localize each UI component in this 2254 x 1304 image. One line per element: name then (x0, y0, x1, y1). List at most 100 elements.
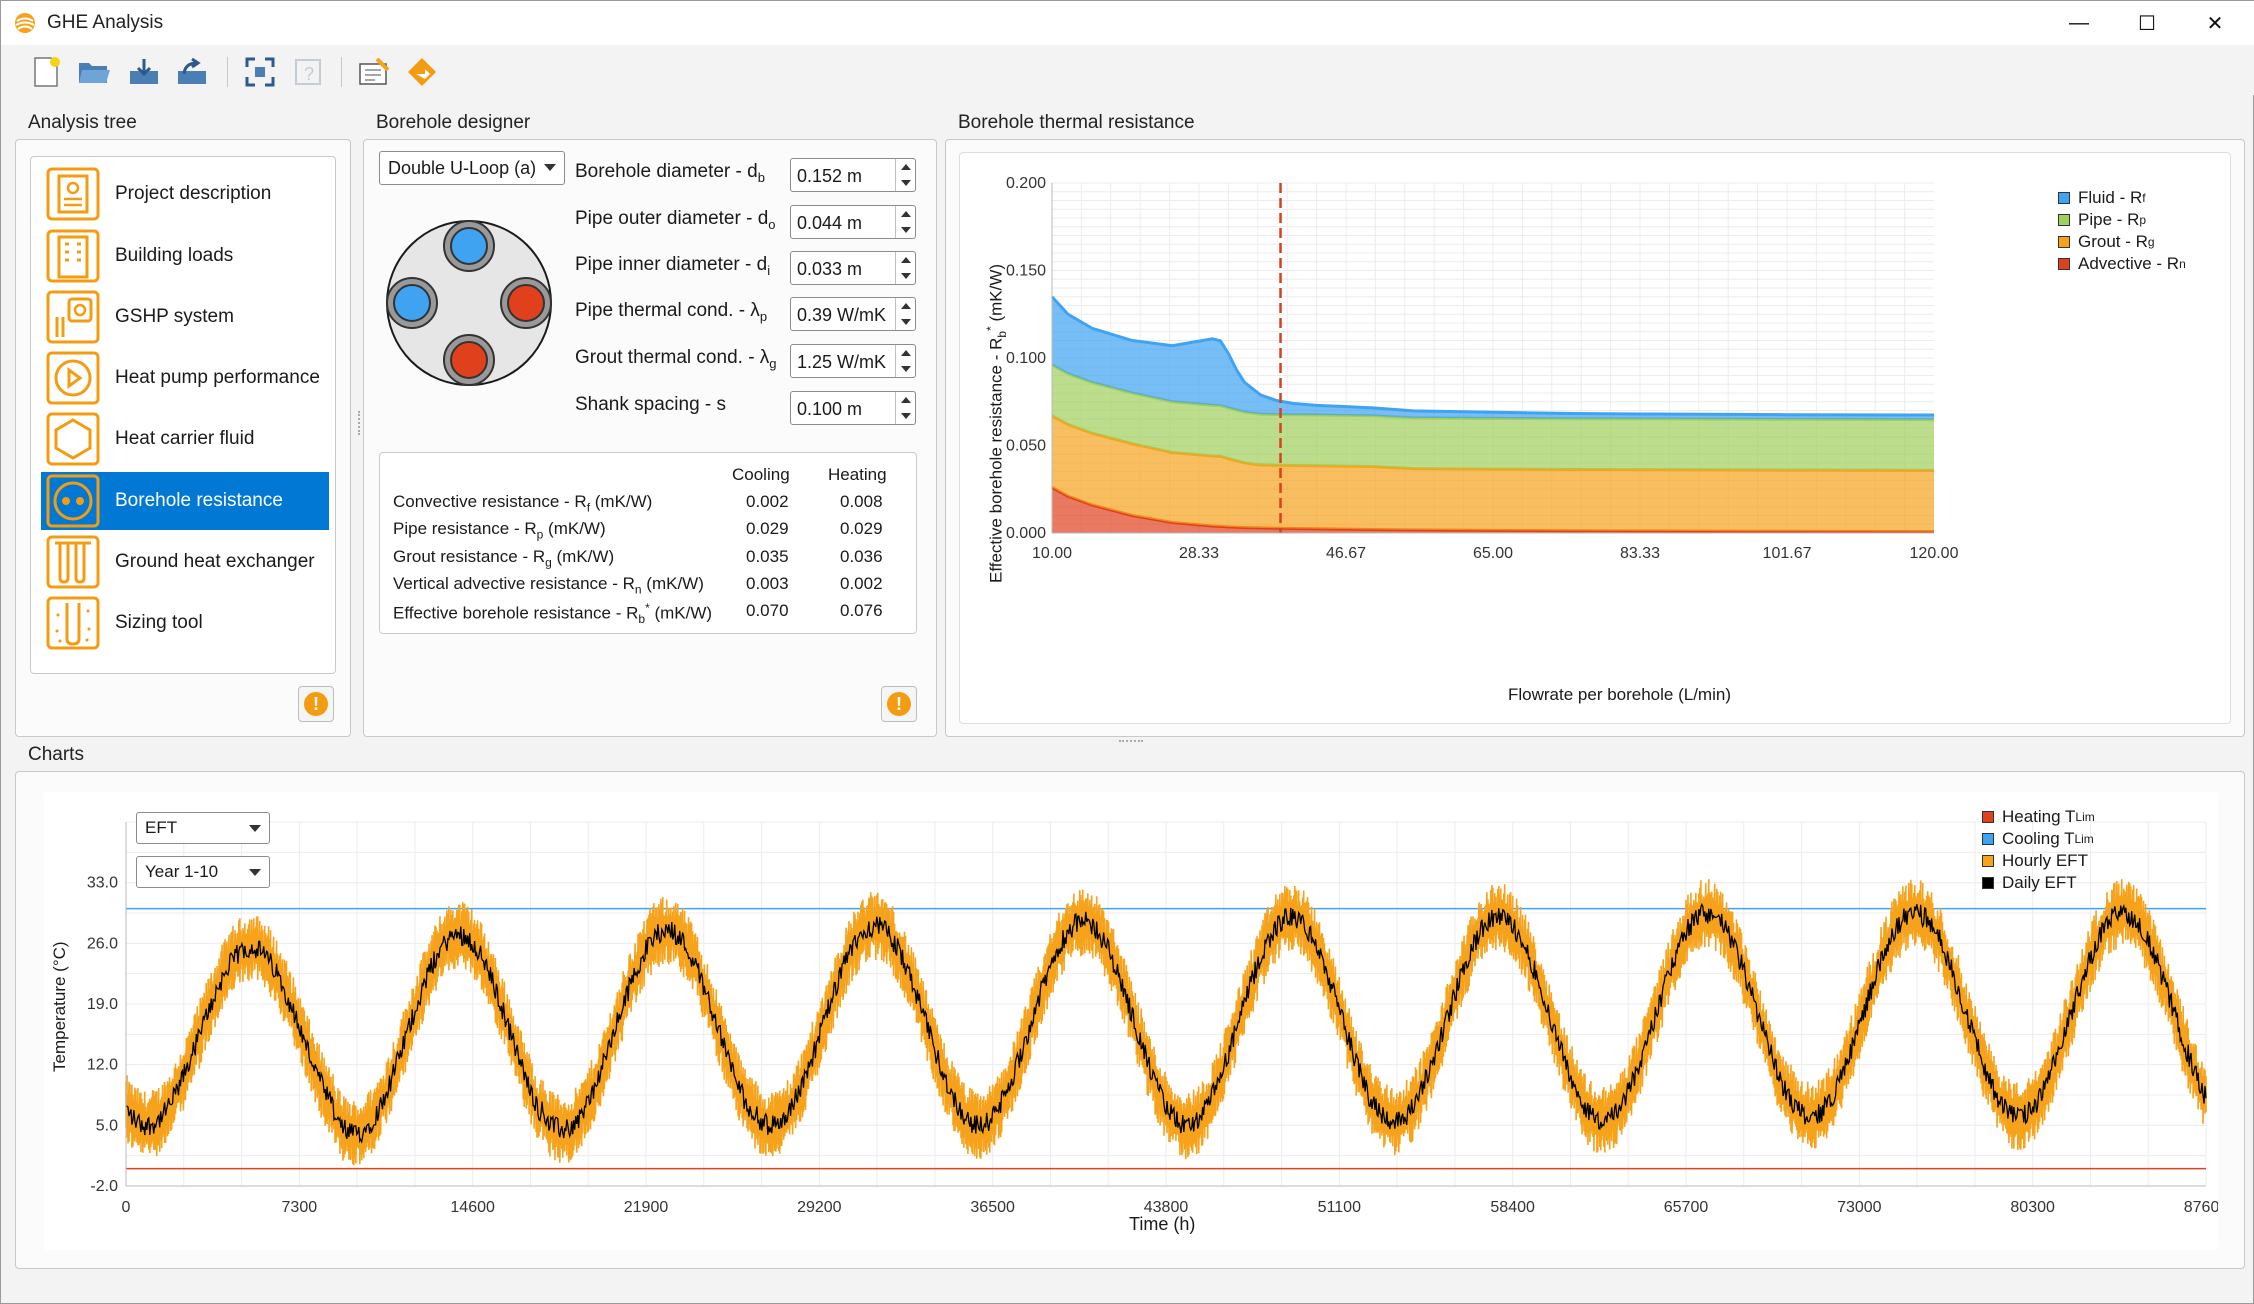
save-button[interactable] (125, 53, 163, 91)
resistance-area-chart: 10.00 28.33 46.67 65.00 83.33 101.67 120.00 0.0… (1006, 175, 1959, 562)
new-file-icon (34, 57, 60, 87)
tree-item-building-loads[interactable]: Building loads (41, 227, 329, 285)
x-tick-label: 29200 (797, 1199, 842, 1216)
horizontal-splitter[interactable] (1119, 740, 1143, 743)
tree-item-project-description[interactable]: Project description (41, 165, 329, 223)
ground-pipes-icon (46, 535, 100, 589)
borehole-config-select[interactable]: Double U-Loop (a) (379, 151, 565, 185)
gshp-system-icon (46, 290, 100, 344)
legend-swatch (1982, 833, 1994, 845)
x-tick-label: 10.00 (1032, 545, 1072, 562)
tree-item-label: Ground heat exchanger (115, 551, 315, 572)
pipe-outer-diameter-input[interactable]: 0.044 m (790, 205, 916, 239)
tree-item-label: GSHP system (115, 306, 234, 327)
x-tick-label: 21900 (624, 1199, 669, 1216)
field-label-pipe-thermal-cond: Pipe thermal cond. - λp (575, 300, 768, 324)
x-tick-label: 28.33 (1179, 545, 1219, 562)
chevron-down-icon (544, 164, 556, 171)
play-icon (46, 351, 100, 405)
pipe-thermal-cond-input[interactable]: 0.39 W/mK (790, 297, 916, 331)
run-icon (408, 58, 436, 86)
resistance-results-table: Cooling Heating Convective resistance - … (379, 452, 917, 634)
open-button[interactable] (75, 53, 113, 91)
resistance-chart-ylabel: Effective borehole resistance - Rb* (mK/… (984, 263, 1010, 583)
fullscreen-button[interactable] (241, 53, 279, 91)
pipe-inner-diameter-input[interactable]: 0.033 m (790, 251, 916, 285)
spin-down-button[interactable] (895, 175, 915, 191)
grout-thermal-cond-input[interactable]: 1.25 W/mK (790, 344, 916, 378)
result-heating-value: 0.002 (840, 574, 883, 593)
spin-up-button[interactable] (895, 252, 915, 268)
spin-up-button[interactable] (895, 392, 915, 408)
field-label-grout-thermal-cond: Grout thermal cond. - λg (575, 347, 777, 371)
sizing-icon (46, 596, 100, 650)
designer-warning-button[interactable]: ! (881, 686, 917, 722)
eft-chart-ylabel: Temperature (°C) (50, 941, 69, 1072)
tree-item-label: Sizing tool (115, 612, 203, 633)
save-as-button[interactable] (173, 53, 211, 91)
tree-item-heat-carrier-fluid[interactable]: Heat carrier fluid (41, 410, 329, 468)
y-tick-label: -2.0 (90, 1178, 118, 1195)
spin-up-button[interactable] (895, 159, 915, 175)
analysis-tree-panel: Project description Building loads GSHP … (15, 139, 351, 737)
clipboard-icon (46, 167, 100, 221)
help-button[interactable]: ? (289, 53, 327, 91)
chart-period-select[interactable]: Year 1-10 (136, 856, 270, 888)
tree-item-gshp-system[interactable]: GSHP system (41, 288, 329, 346)
shank-spacing-input[interactable]: 0.100 m (790, 391, 916, 425)
maximize-button[interactable]: ☐ (2113, 1, 2181, 45)
tree-warning-button[interactable]: ! (298, 686, 334, 722)
run-button[interactable] (403, 53, 441, 91)
spin-down-button[interactable] (895, 222, 915, 238)
analysis-tree-label: Analysis tree (28, 112, 137, 133)
tree-item-heat-pump-performance[interactable]: Heat pump performance (41, 349, 329, 407)
y-tick-label: 5.0 (96, 1117, 118, 1134)
vertical-splitter[interactable] (358, 411, 362, 435)
spin-down-button[interactable] (895, 268, 915, 284)
eft-chart-xlabel: Time (h) (1129, 1214, 1196, 1234)
tree-item-ground-heat-exchanger[interactable]: Ground heat exchanger (41, 533, 329, 591)
y-tick-label: 33.0 (87, 875, 118, 892)
spin-down-button[interactable] (895, 314, 915, 330)
field-label-borehole-diameter: Borehole diameter - db (575, 161, 765, 185)
field-label-pipe-outer-diameter: Pipe outer diameter - do (575, 208, 776, 232)
building-icon (46, 229, 100, 283)
spin-down-button[interactable] (895, 361, 915, 377)
tree-item-borehole-resistance[interactable]: Borehole resistance (41, 472, 329, 530)
borehole-config-value: Double U-Loop (a) (388, 157, 537, 178)
close-button[interactable]: ✕ (2181, 1, 2249, 45)
spin-up-button[interactable] (895, 345, 915, 361)
toolbar-separator (341, 57, 342, 87)
area-fluid (1052, 296, 1934, 420)
warning-icon: ! (887, 692, 911, 716)
new-file-button[interactable] (27, 53, 65, 91)
x-tick-label: 73000 (1837, 1199, 1882, 1216)
spin-up-button[interactable] (895, 206, 915, 222)
borehole-diameter-input[interactable]: 0.152 m (790, 158, 916, 192)
tree-item-sizing-tool[interactable]: Sizing tool (41, 594, 329, 652)
legend-swatch (1982, 811, 1994, 823)
spin-up-button[interactable] (895, 298, 915, 314)
maximize-icon: ☐ (2138, 12, 2156, 35)
result-cooling-value: 0.002 (746, 492, 789, 511)
eft-chart-area: 0 7300 14600 21900 29200 36500 43800 51100 58400… (44, 792, 2218, 1250)
result-row-label: Vertical advective resistance - Rn (mK/W… (393, 574, 704, 597)
edit-icon (359, 57, 390, 85)
fullscreen-icon (245, 57, 275, 87)
analysis-tree-list: Project description Building loads GSHP … (30, 156, 336, 674)
spin-down-button[interactable] (895, 408, 915, 424)
chart-period-value: Year 1-10 (145, 862, 219, 881)
open-folder-icon (79, 63, 110, 83)
edit-button[interactable] (355, 53, 393, 91)
result-cooling-value: 0.035 (746, 547, 789, 566)
hourly-eft-line (125, 879, 2207, 1166)
minimize-button[interactable]: — (2045, 1, 2113, 45)
borehole-designer-label: Borehole designer (376, 112, 531, 133)
resistance-chart-area: 10.00 28.33 46.67 65.00 83.33 101.67 120.00 0.0… (959, 152, 2231, 724)
legend-swatch (2058, 214, 2070, 226)
chart-variable-select[interactable]: EFT (136, 812, 270, 844)
close-icon: ✕ (2206, 12, 2224, 35)
x-tick-label: 120.00 (1910, 545, 1959, 562)
x-tick-label: 0 (122, 1199, 131, 1216)
